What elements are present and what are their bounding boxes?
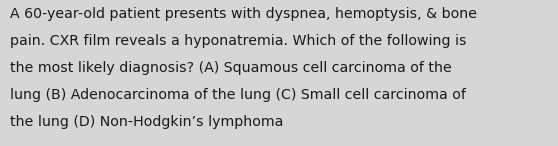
- Text: pain. CXR film reveals a hyponatremia. Which of the following is: pain. CXR film reveals a hyponatremia. W…: [10, 34, 466, 48]
- Text: the most likely diagnosis? (A) Squamous cell carcinoma of the: the most likely diagnosis? (A) Squamous …: [10, 61, 452, 75]
- Text: the lung (D) Non-Hodgkin’s lymphoma: the lung (D) Non-Hodgkin’s lymphoma: [10, 115, 283, 129]
- Text: A 60-year-old patient presents with dyspnea, hemoptysis, & bone: A 60-year-old patient presents with dysp…: [10, 7, 477, 21]
- Text: lung (B) Adenocarcinoma of the lung (C) Small cell carcinoma of: lung (B) Adenocarcinoma of the lung (C) …: [10, 88, 466, 102]
